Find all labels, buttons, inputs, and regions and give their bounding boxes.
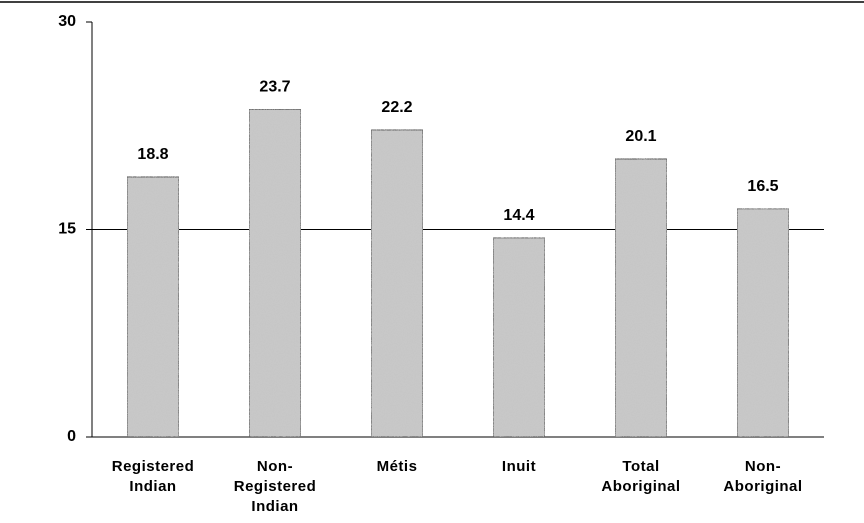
x-tick-label: Registered Indian [111,458,195,495]
bar [614,158,668,438]
y-tick-label: 0 [67,428,76,445]
bar [492,237,546,438]
x-tick-label: Métis [376,458,418,475]
value-label: 23.7 [259,78,290,95]
x-tick-label: Total Aboriginal [601,458,681,495]
x-tick-label: Non- Registered Indian [233,458,317,515]
value-label: 16.5 [747,178,778,195]
y-tick-label: 30 [58,13,76,30]
y-tick-label: 15 [58,221,76,238]
value-label: 22.2 [381,99,412,116]
value-label: 14.4 [503,207,534,224]
bar [370,129,424,438]
bar [248,108,302,438]
bar [126,176,180,438]
value-label: 20.1 [625,128,656,145]
x-tick-label: Non- Aboriginal [723,458,803,495]
x-tick-label: Inuit [501,458,537,475]
bar [736,208,790,438]
value-label: 18.8 [137,146,168,163]
